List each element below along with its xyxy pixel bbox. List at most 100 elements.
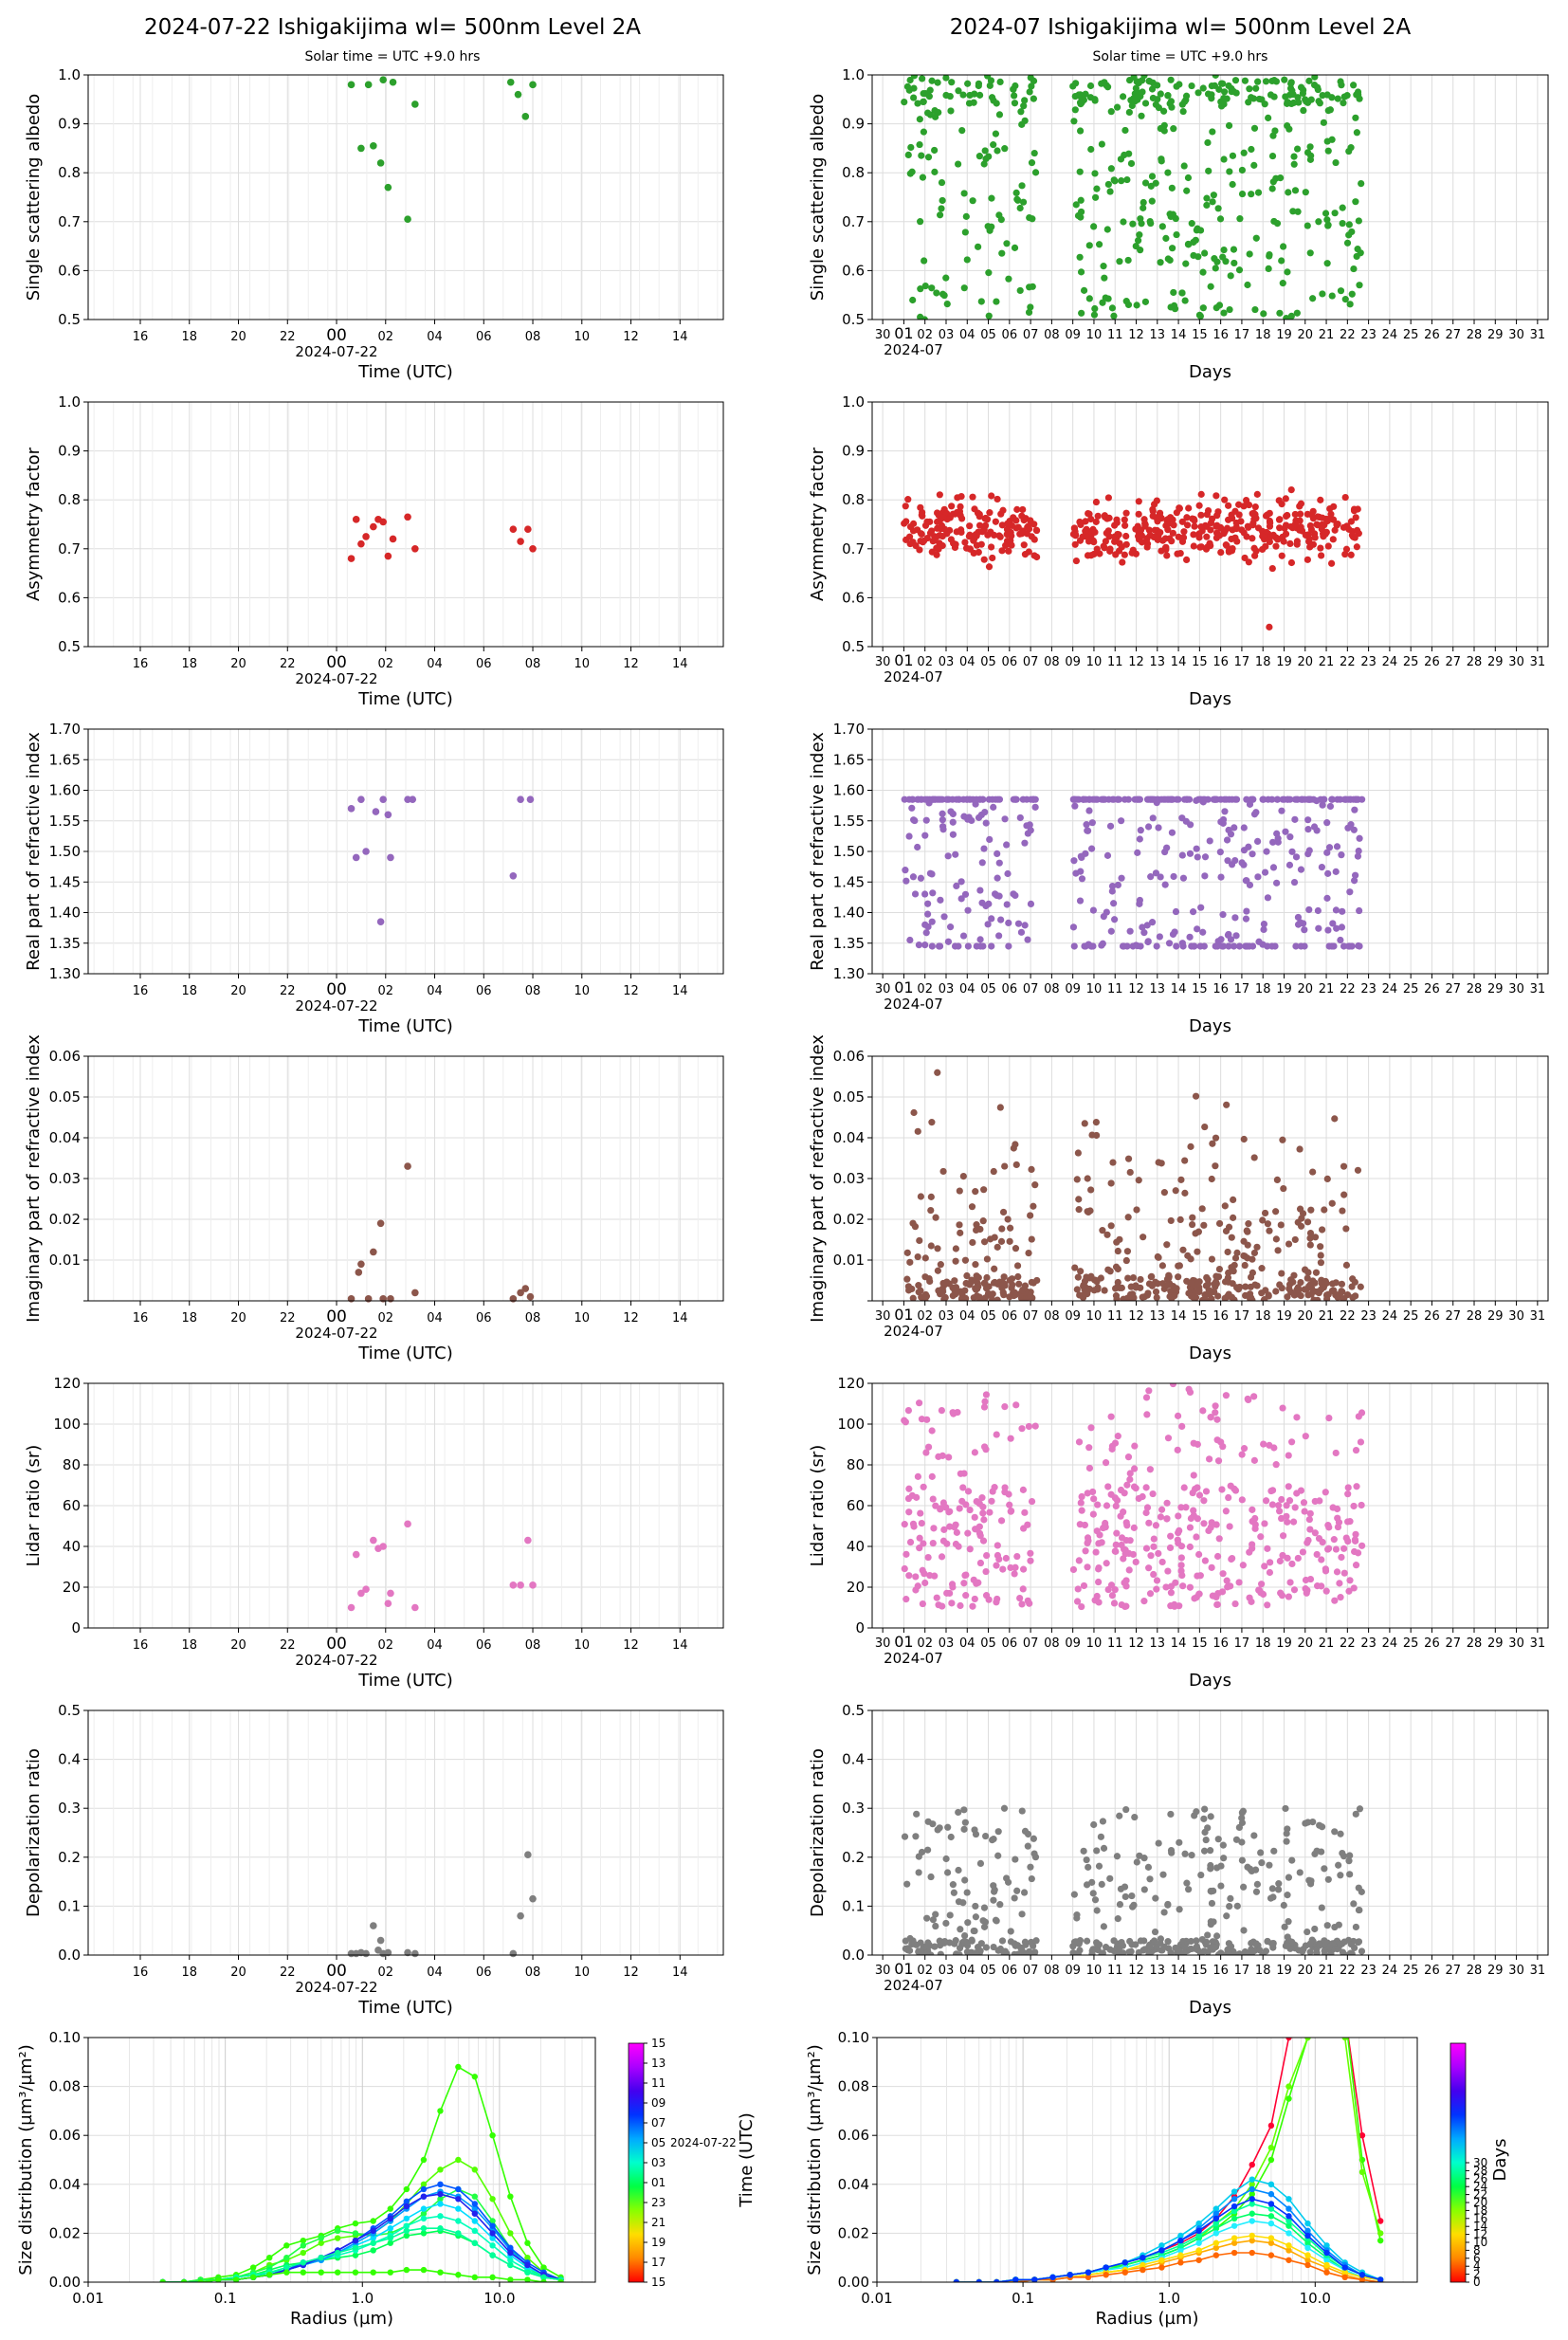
data-point <box>1297 1222 1305 1230</box>
data-point <box>1012 795 1020 803</box>
data-point <box>982 819 990 827</box>
data-point <box>1003 240 1011 247</box>
x-tick-label: 02 <box>917 328 933 342</box>
data-point <box>1231 1296 1238 1301</box>
data-point <box>1355 91 1362 99</box>
x-tick-label: 09 <box>1065 1964 1081 1978</box>
data-point <box>1071 540 1079 548</box>
data-point <box>1031 803 1039 811</box>
x-tick-label: 06 <box>476 1638 492 1653</box>
data-point <box>1341 296 1349 303</box>
series-point <box>249 2264 257 2271</box>
data-point <box>953 882 960 890</box>
data-point <box>955 87 962 95</box>
data-point <box>1152 869 1160 877</box>
data-point <box>1340 1545 1348 1552</box>
data-point <box>1205 1455 1213 1463</box>
data-point <box>1176 81 1183 88</box>
data-point <box>1252 234 1260 242</box>
data-point <box>971 90 978 98</box>
data-point <box>957 1601 964 1610</box>
data-point <box>961 1876 969 1884</box>
data-point <box>1075 1438 1084 1446</box>
data-point <box>1021 97 1029 104</box>
colorbar-label: Time (UTC) <box>737 2112 757 2208</box>
data-point <box>996 78 1004 85</box>
series-point <box>420 2205 428 2212</box>
y-tick-label: 0.5 <box>58 311 81 328</box>
data-point <box>1242 1949 1249 1955</box>
data-point <box>1133 302 1140 309</box>
data-point <box>1233 1902 1241 1910</box>
data-point <box>956 1187 963 1195</box>
x-tick-label: 20 <box>230 1965 246 1980</box>
data-point <box>1120 218 1127 226</box>
data-point <box>903 518 910 525</box>
data-point <box>964 80 972 87</box>
data-point <box>1017 108 1025 116</box>
data-point <box>1297 866 1305 873</box>
data-point <box>915 1869 922 1876</box>
data-point <box>1320 1284 1327 1291</box>
data-point <box>1094 1565 1103 1573</box>
data-point <box>959 932 968 940</box>
x-tick-label: 10 <box>1086 1636 1103 1651</box>
data-point <box>1076 253 1084 261</box>
data-point <box>1030 552 1038 559</box>
data-point <box>1324 1875 1332 1883</box>
data-point <box>955 942 962 950</box>
data-point <box>524 1536 532 1545</box>
data-point <box>379 1295 387 1303</box>
x-tick-label: 20 <box>1297 1964 1313 1978</box>
x-tick-label: 16 <box>1212 655 1229 669</box>
data-point <box>1001 1280 1009 1288</box>
data-point <box>1114 1247 1121 1255</box>
data-point <box>1094 1501 1102 1508</box>
data-point <box>1324 147 1332 155</box>
data-point <box>1158 1506 1166 1513</box>
data-point <box>999 1565 1007 1573</box>
data-point <box>1266 623 1273 631</box>
data-point <box>1340 93 1348 101</box>
data-point <box>965 533 974 540</box>
data-point <box>1016 814 1024 822</box>
data-point <box>979 1217 987 1225</box>
data-point <box>1150 1543 1158 1550</box>
data-point <box>1250 1154 1258 1161</box>
data-point <box>988 1497 995 1505</box>
panel-right-asym: 0.50.60.70.80.91.030 01 02 03 04 05 06 07 08 09 10… <box>808 393 1549 709</box>
data-point <box>1014 920 1023 927</box>
data-point <box>986 82 994 89</box>
data-point <box>1163 1241 1171 1249</box>
data-point <box>928 870 936 878</box>
data-point <box>1070 857 1078 865</box>
data-point <box>1248 145 1255 154</box>
x-date-label: 2024-07-22 <box>295 670 377 687</box>
data-point <box>936 1824 943 1832</box>
data-point <box>1117 1512 1124 1520</box>
data-point <box>1250 544 1258 552</box>
data-point <box>940 1526 948 1533</box>
data-point <box>1316 1497 1323 1505</box>
data-point <box>966 545 974 553</box>
data-point <box>912 1573 920 1581</box>
data-point <box>1178 851 1186 859</box>
x-tick-label: 18 <box>1255 1964 1271 1978</box>
data-point <box>1306 143 1314 151</box>
x-tick-label: 25 <box>1403 1636 1419 1651</box>
data-point <box>994 1828 1002 1836</box>
x-tick-label: 02 <box>377 1965 393 1980</box>
data-point <box>1020 1889 1029 1896</box>
colorbar-tick-label: 05 <box>651 2136 665 2149</box>
data-point <box>1226 1523 1233 1530</box>
data-point <box>1290 99 1298 107</box>
data-point <box>1203 1273 1211 1282</box>
data-point <box>1171 1292 1178 1300</box>
data-point <box>976 936 984 943</box>
x-tick-label: 14 <box>672 330 688 344</box>
x-tick-label: 17 <box>1234 1964 1250 1978</box>
data-point <box>1197 1871 1205 1879</box>
data-point <box>1153 1577 1161 1584</box>
data-point <box>1164 92 1172 100</box>
x-tick-label: 22 <box>280 657 296 671</box>
